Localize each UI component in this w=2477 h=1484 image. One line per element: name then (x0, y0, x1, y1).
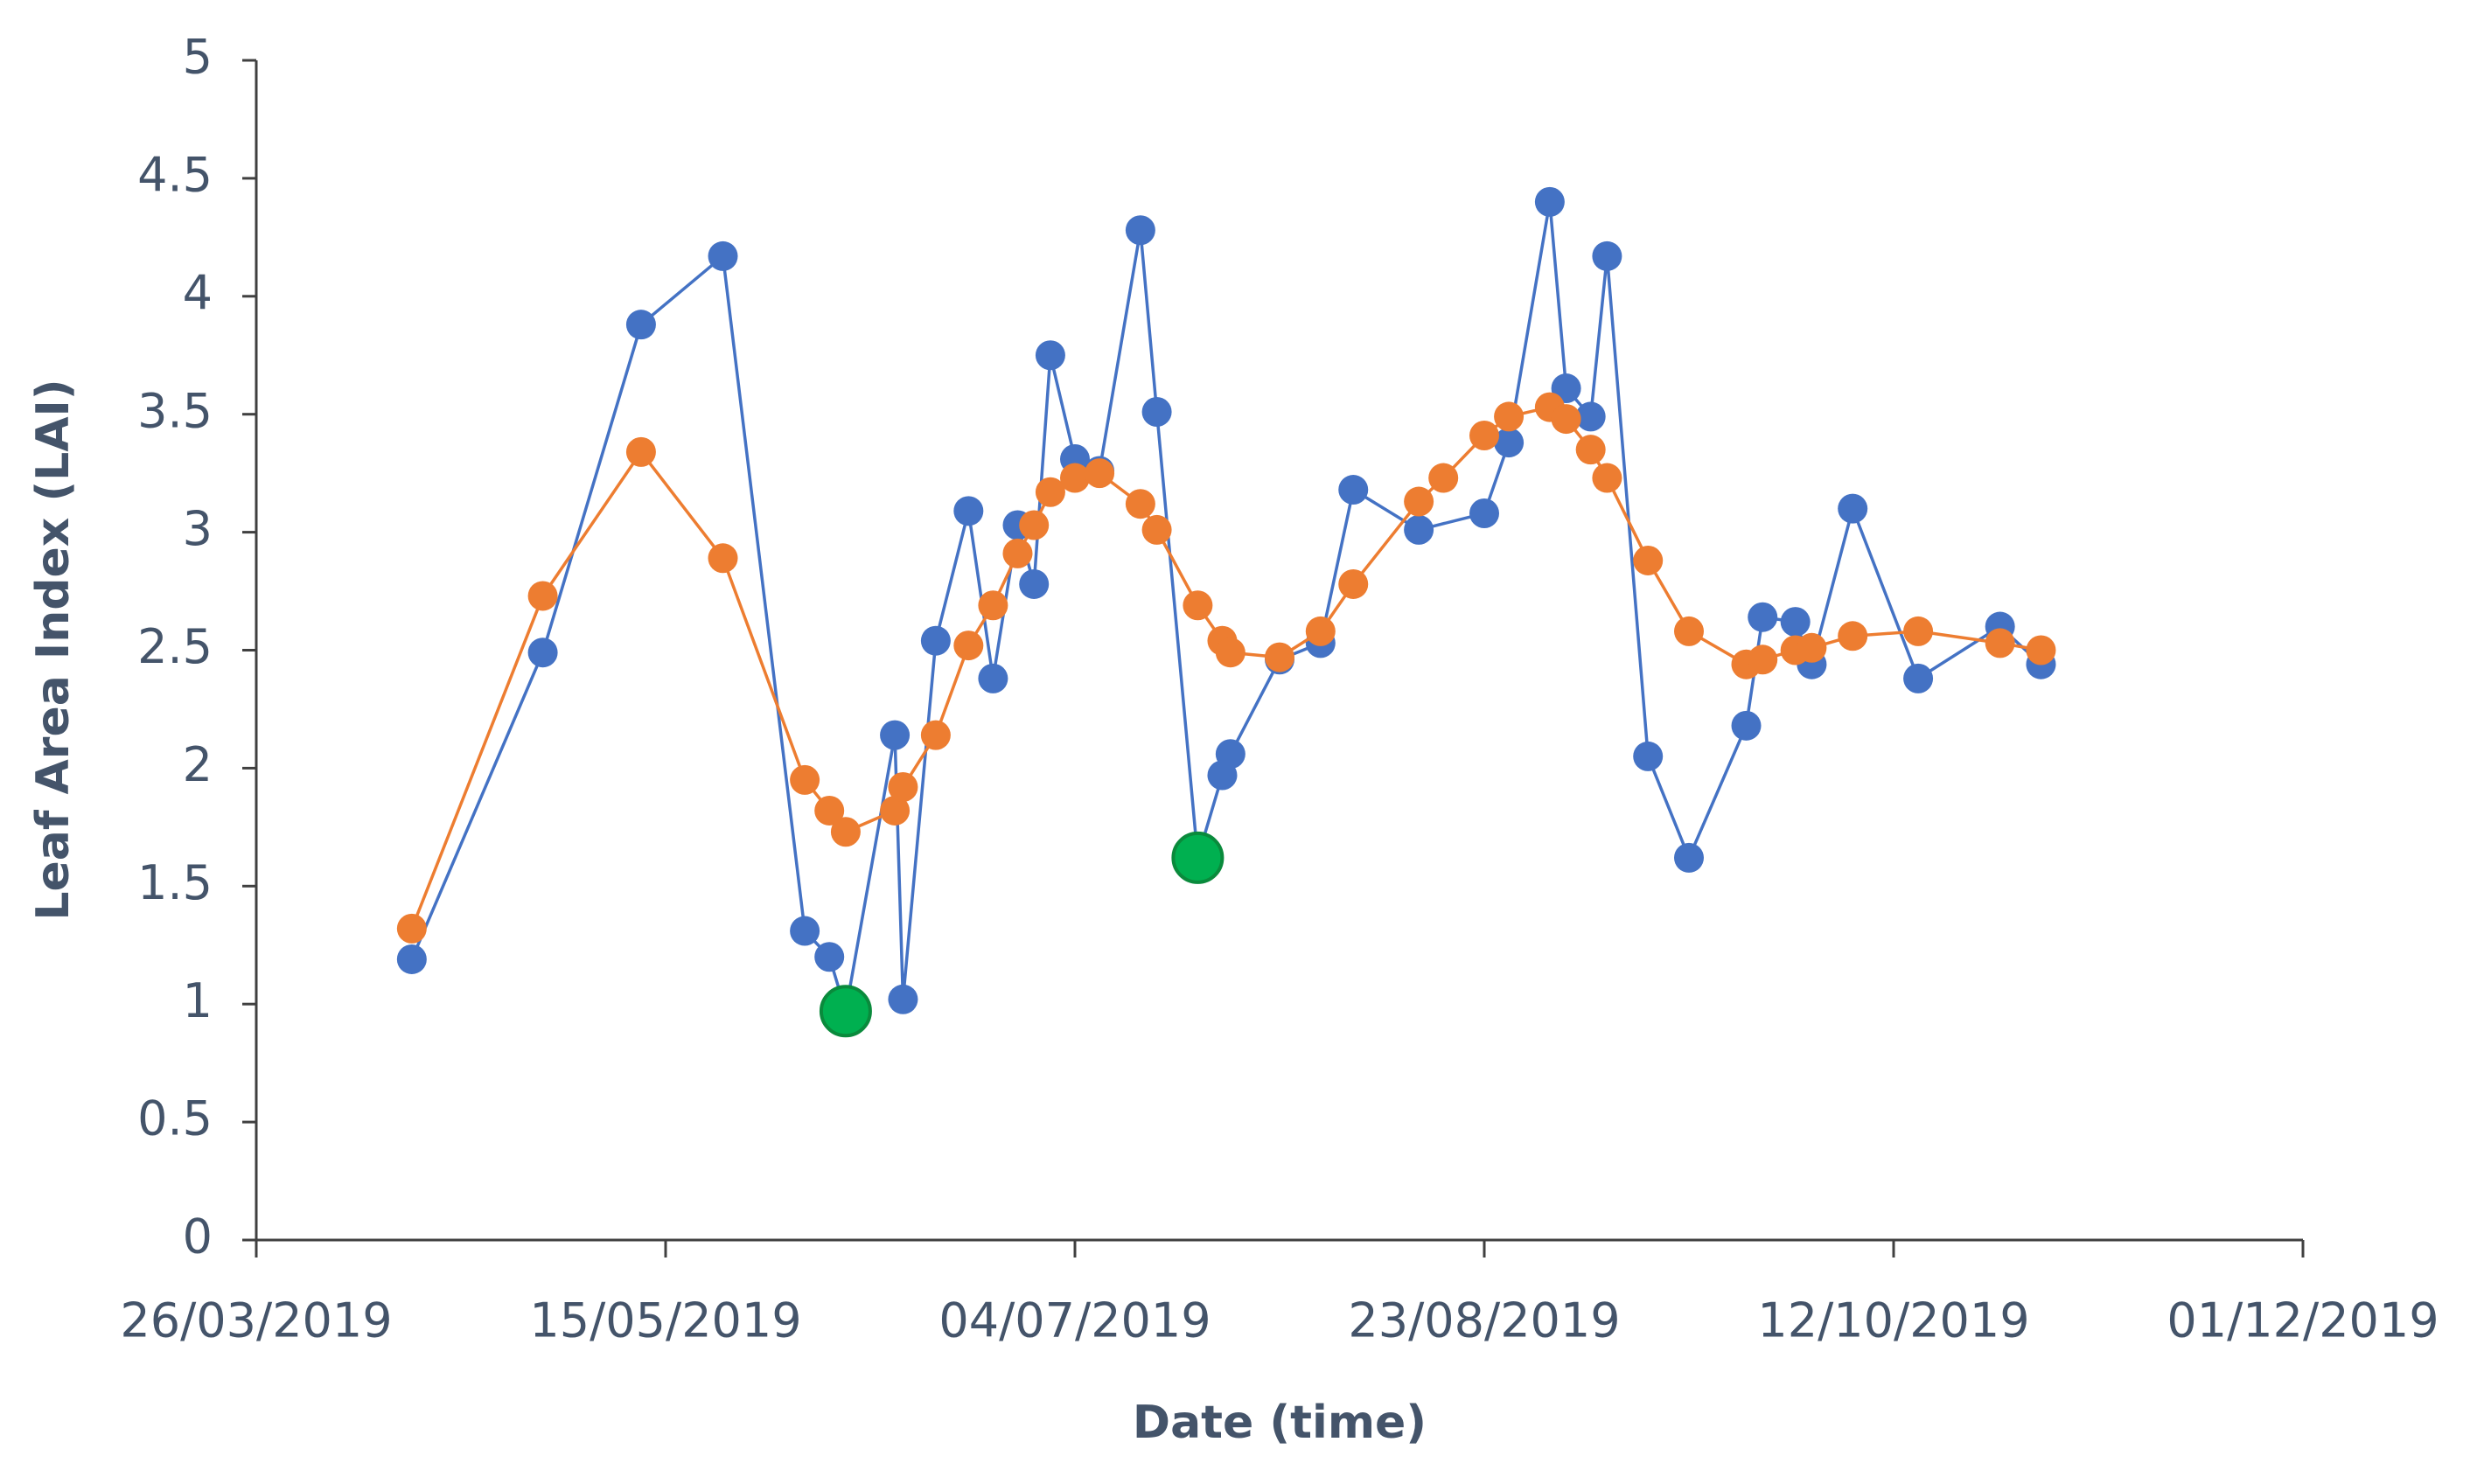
data-point (978, 663, 1008, 693)
data-point (2026, 635, 2056, 665)
data-point (1085, 458, 1115, 489)
y-axis-title: Leaf Area Index (LAI) (27, 379, 80, 920)
x-tick-label: 12/10/2019 (1757, 1293, 2029, 1348)
data-point (625, 436, 656, 467)
data-point (1551, 404, 1581, 435)
data-point (1469, 420, 1499, 450)
data-point (888, 984, 918, 1014)
data-point (527, 581, 558, 611)
series-line (410, 200, 2042, 1014)
data-point (1494, 401, 1525, 432)
data-point (1592, 240, 1622, 271)
y-tick-label: 0 (183, 1209, 213, 1265)
data-point (1985, 628, 2015, 658)
data-point (1575, 435, 1606, 465)
data-point (1141, 514, 1172, 545)
y-tick-label: 0.5 (137, 1091, 213, 1146)
data-point (527, 637, 558, 668)
data-point (1633, 741, 1664, 771)
data-point (1592, 463, 1622, 493)
data-point (790, 916, 820, 946)
data-point (953, 631, 984, 661)
y-tick-label: 1 (183, 973, 213, 1028)
highlight-point (819, 985, 872, 1038)
y-tick-label: 2 (183, 737, 213, 792)
data-point (814, 942, 845, 972)
data-point (1575, 401, 1606, 432)
data-point (790, 764, 820, 795)
data-point (1019, 568, 1050, 599)
data-point (880, 795, 911, 826)
highlight-point (1171, 831, 1225, 884)
data-point (1265, 642, 1294, 672)
data-point (1748, 602, 1778, 632)
data-point (1731, 710, 1762, 741)
x-axis-title: Date (time) (1133, 1397, 1427, 1449)
data-point (1903, 663, 1934, 693)
x-tick-label: 26/03/2019 (120, 1293, 392, 1348)
y-tick-label: 2.5 (137, 619, 213, 674)
data-point (1404, 514, 1434, 545)
data-point (830, 817, 861, 847)
data-point (1903, 616, 1934, 646)
data-point (1674, 616, 1704, 646)
y-tick-label: 4.5 (137, 148, 213, 203)
data-point (1125, 215, 1155, 246)
data-point (1633, 545, 1664, 575)
data-point (953, 496, 984, 526)
data-point (1494, 428, 1525, 458)
data-point (880, 720, 911, 750)
data-point (1183, 590, 1213, 621)
data-point (1305, 616, 1336, 646)
data-point (1674, 842, 1704, 873)
data-point (920, 720, 951, 750)
data-point (1060, 463, 1090, 493)
data-point (1838, 621, 1868, 651)
data-point (396, 913, 427, 944)
data-point (978, 590, 1008, 621)
data-point (1019, 510, 1050, 540)
data-point (1780, 607, 1811, 637)
data-point (625, 310, 656, 340)
data-point (1428, 463, 1459, 493)
data-point (396, 944, 427, 974)
x-tick-label: 01/12/2019 (2167, 1293, 2439, 1348)
data-point (1838, 493, 1868, 524)
data-point (1035, 340, 1065, 371)
data-point (888, 771, 918, 802)
y-tick-label: 1.5 (137, 855, 213, 910)
y-tick-label: 3.5 (137, 383, 213, 438)
data-point (708, 240, 738, 271)
data-point (1338, 475, 1369, 505)
series-line (410, 405, 2041, 930)
data-point (920, 625, 951, 656)
data-point (1469, 498, 1499, 529)
data-point (1215, 637, 1245, 668)
data-point (1035, 477, 1065, 507)
x-tick-label: 15/05/2019 (529, 1293, 801, 1348)
data-point (1534, 186, 1565, 217)
data-point (1404, 486, 1434, 517)
data-point (1002, 538, 1033, 568)
data-point (814, 795, 845, 826)
data-point (1748, 644, 1778, 675)
y-tick-label: 3 (183, 501, 213, 556)
y-tick-label: 4 (183, 265, 213, 320)
data-point (1141, 397, 1172, 428)
x-tick-label: 23/08/2019 (1348, 1293, 1620, 1348)
data-point (708, 543, 738, 574)
y-tick-label: 5 (183, 30, 213, 85)
data-point (1215, 739, 1245, 770)
x-tick-label: 04/07/2019 (938, 1293, 1211, 1348)
data-point (1797, 632, 1827, 663)
data-point (1125, 489, 1155, 519)
data-point (1338, 568, 1369, 599)
